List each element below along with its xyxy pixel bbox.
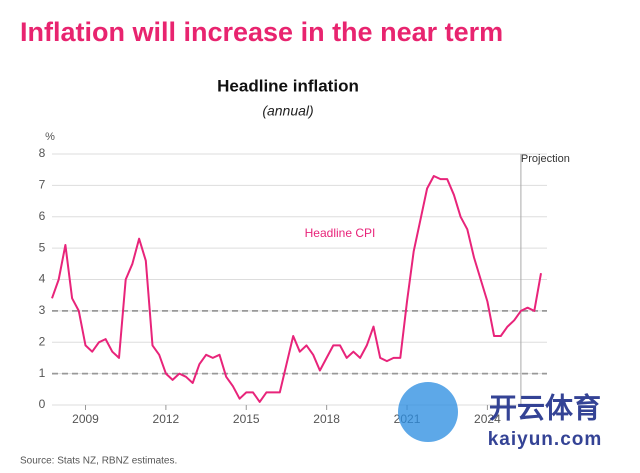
watermark-site: kaiyun.com	[488, 429, 603, 450]
projection-label: Projection	[521, 153, 570, 165]
y-tick-label: 0	[39, 397, 46, 411]
source: Source: Stats NZ, RBNZ estimates.	[20, 456, 177, 467]
x-tick-label: 2015	[233, 412, 260, 426]
y-tick-label: 8	[39, 146, 46, 160]
y-tick-label: 2	[39, 334, 46, 348]
x-tick-label: 2018	[313, 412, 340, 426]
watermark-brand: 开云体育	[489, 391, 601, 423]
heading: Inflation will increase in the near term	[20, 17, 503, 47]
y-tick-label: 4	[39, 272, 46, 286]
watermark-logo	[398, 382, 458, 442]
x-tick-label: 2009	[72, 412, 99, 426]
x-tick-label: 2012	[153, 412, 180, 426]
series-annotation: Headline CPI	[305, 226, 376, 240]
series-line	[51, 175, 542, 403]
y-tick-label: 5	[39, 240, 46, 254]
y-tick-label: 6	[39, 209, 46, 223]
x-tick-label: 2024	[474, 412, 501, 426]
y-tick-label: 1	[39, 366, 46, 380]
y-tick-label: 3	[39, 303, 46, 317]
chart-title: Headline inflation	[217, 76, 359, 95]
y-axis-label: %	[45, 131, 55, 143]
watermark: 开云体育 kaiyun.com	[398, 382, 603, 450]
y-tick-label: 7	[39, 178, 46, 192]
chart-subtitle: (annual)	[262, 103, 313, 119]
